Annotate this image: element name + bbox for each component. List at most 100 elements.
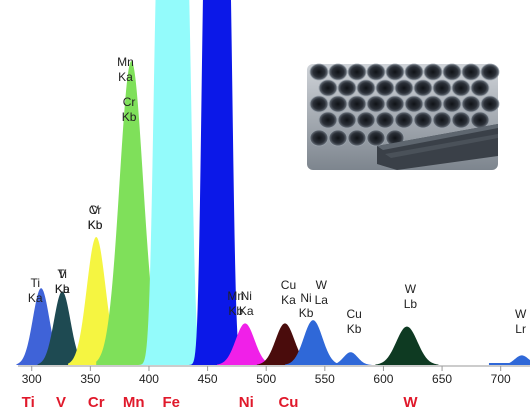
- peak-w-lr: [500, 355, 530, 365]
- x-tick-label: 650: [432, 372, 452, 386]
- pipe-end: [423, 95, 443, 113]
- peak-label: Ka: [55, 282, 70, 296]
- peak-label: Cu: [346, 307, 361, 321]
- peak-ni-ka: [216, 323, 274, 365]
- peak-label: Cu: [281, 278, 296, 292]
- peak-label: Ka: [28, 291, 43, 305]
- pipe-end: [356, 111, 376, 129]
- peak-label: Kb: [122, 110, 137, 124]
- pipe-end: [404, 63, 424, 81]
- pipe-end: [347, 129, 367, 147]
- pipe-end: [356, 79, 376, 97]
- pipe-end: [442, 63, 462, 81]
- pipe-end: [423, 63, 443, 81]
- peak-label: Kb: [88, 218, 103, 232]
- peak-label: Cr: [89, 203, 102, 217]
- peak-label: Kb: [228, 304, 243, 318]
- pipe-end: [461, 95, 481, 113]
- pipe-end: [432, 111, 452, 129]
- pipe-end: [385, 63, 405, 81]
- element-label: Ti: [22, 394, 35, 411]
- peak-label: Ti: [57, 267, 67, 281]
- pipe-end: [451, 79, 471, 97]
- peak-label: La: [315, 293, 329, 307]
- peak-label: Ka: [239, 304, 254, 318]
- pipe-end: [328, 95, 348, 113]
- x-axis: 300 350 400 450 500 550 600 650 700: [18, 365, 530, 386]
- pipe-end: [442, 95, 462, 113]
- element-labels: Ti V Cr Mn Fe Ni Cu W: [22, 394, 419, 411]
- element-label: W: [403, 394, 418, 411]
- pipe-end: [347, 63, 367, 81]
- pipe-end: [394, 111, 414, 129]
- pipe-end: [413, 111, 433, 129]
- pipe-end: [347, 95, 367, 113]
- peak-fe-ka: [95, 0, 250, 365]
- pipe-end: [328, 129, 348, 147]
- element-label: Mn: [123, 394, 145, 411]
- x-tick-label: 500: [256, 372, 276, 386]
- pipe-end: [461, 63, 481, 81]
- pipe-end: [337, 79, 357, 97]
- x-tick-label: 300: [22, 372, 42, 386]
- peak-label: Ka: [118, 70, 133, 84]
- peak-w-la: [284, 320, 342, 365]
- peak-label: Lb: [404, 297, 418, 311]
- pipe-end: [318, 79, 338, 97]
- pipe-end: [480, 95, 500, 113]
- element-label: V: [56, 394, 66, 411]
- element-label: Fe: [162, 394, 180, 411]
- x-tick-label: 550: [315, 372, 335, 386]
- pipe-end: [328, 63, 348, 81]
- peak-fe-kb: [153, 0, 281, 365]
- x-tick-label: 350: [80, 372, 100, 386]
- x-tick-label: 700: [491, 372, 511, 386]
- x-tick-label: 400: [139, 372, 159, 386]
- peak-label: Ni: [300, 291, 311, 305]
- pipe-end: [366, 95, 386, 113]
- pipe-end: [404, 95, 424, 113]
- peak-label: V: [91, 203, 99, 217]
- pipe-end: [470, 111, 490, 129]
- pipe-end: [451, 111, 471, 129]
- peak-label: Ni: [241, 289, 252, 303]
- pipe-end: [470, 79, 490, 97]
- peak-label: Kb: [347, 322, 362, 336]
- peak-v-ka: [37, 291, 87, 365]
- peak-label: V: [58, 267, 66, 281]
- peak-label: Kb: [299, 306, 314, 320]
- pipe-end: [375, 79, 395, 97]
- element-label: Cu: [278, 394, 298, 411]
- x-tick-label: 600: [373, 372, 393, 386]
- peak-label: Cr: [123, 95, 136, 109]
- peak-label: W: [515, 307, 527, 321]
- pipe-end: [385, 95, 405, 113]
- pipe-end: [318, 111, 338, 129]
- peak-label: Mn: [227, 289, 244, 303]
- peak-label: Kb: [55, 282, 70, 296]
- peak-label: W: [405, 282, 417, 296]
- pipe-end: [375, 111, 395, 129]
- pipe-end: [366, 129, 386, 147]
- pipe-end: [309, 129, 329, 147]
- peak-areas: [16, 0, 530, 365]
- steel-pipes-photo: [307, 63, 500, 170]
- pipe-end: [480, 63, 500, 81]
- peak-label: Ti: [30, 276, 40, 290]
- peak-mn-ka: [96, 61, 167, 365]
- element-label: Cr: [88, 394, 105, 411]
- peak-cu-kb: [329, 352, 372, 365]
- pipe-end: [309, 95, 329, 113]
- element-label: Ni: [239, 394, 254, 411]
- peak-label: Mn: [117, 55, 134, 69]
- pipe-end: [394, 79, 414, 97]
- peak-w-lb: [375, 326, 439, 365]
- pipe-end: [337, 111, 357, 129]
- peak-label: Kb: [88, 218, 103, 232]
- pipe-end: [366, 63, 386, 81]
- x-tick-label: 450: [198, 372, 218, 386]
- peak-label: W: [316, 278, 328, 292]
- pipe-end: [432, 79, 452, 97]
